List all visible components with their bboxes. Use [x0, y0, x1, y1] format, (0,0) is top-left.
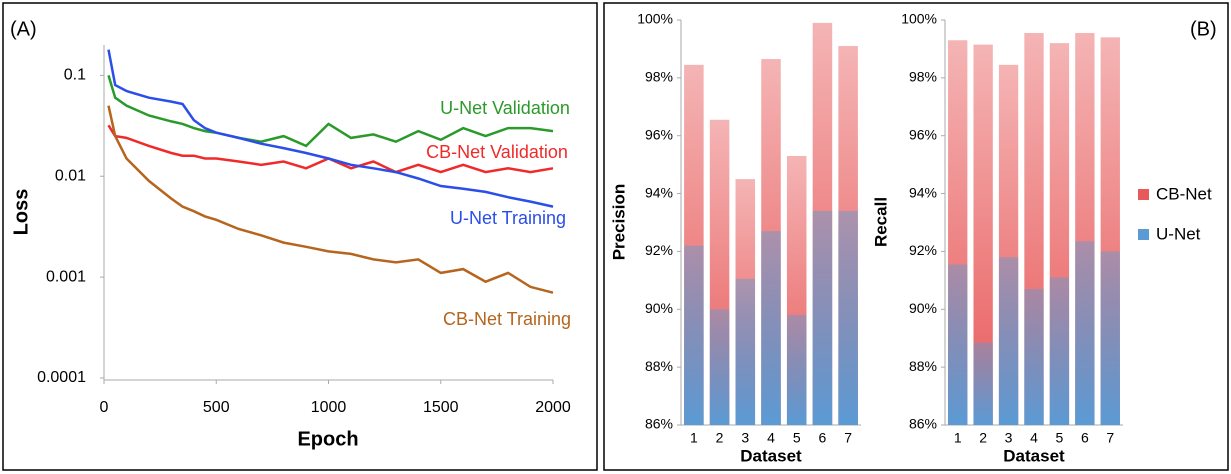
- x-tick-label: 6: [1081, 430, 1089, 446]
- bar: [1075, 241, 1095, 425]
- legend-swatch: [1138, 229, 1149, 240]
- loss-line: [107, 124, 554, 174]
- x-tick-label: 4: [767, 430, 775, 446]
- legend-label: U-Net: [1156, 224, 1201, 243]
- y-tick-label: 98%: [645, 69, 673, 85]
- bar: [948, 264, 968, 425]
- y-tick-label: 88%: [909, 358, 937, 374]
- bar: [786, 315, 807, 425]
- series-label: CB-Net Training: [443, 309, 571, 329]
- x-tick-label: 0: [100, 399, 109, 416]
- series-label: CB-Net Validation: [426, 142, 568, 162]
- panel-label: (A): [10, 18, 37, 40]
- panel-a-frame: [2, 2, 598, 471]
- y-tick-label: 86%: [909, 416, 937, 432]
- x-tick-label: 6: [819, 430, 827, 446]
- loss-line: [107, 75, 554, 148]
- y-axis-title: Loss: [10, 189, 32, 236]
- x-tick-label: 1000: [311, 399, 347, 416]
- bar: [735, 278, 756, 425]
- x-tick-label: 7: [844, 430, 852, 446]
- bar: [973, 44, 993, 425]
- bar: [998, 257, 1019, 425]
- x-tick-label: 500: [203, 399, 230, 416]
- x-tick-label: 1500: [423, 399, 459, 416]
- bar: [838, 210, 858, 425]
- y-tick-label: 100%: [637, 11, 673, 27]
- x-tick-label: 2: [716, 430, 724, 446]
- y-tick-label: 88%: [645, 358, 673, 374]
- y-tick-label: 90%: [645, 300, 673, 316]
- x-tick-label: 7: [1106, 430, 1114, 446]
- x-tick-label: 2: [979, 430, 987, 446]
- x-axis-title: Dataset: [1003, 446, 1065, 465]
- legend-swatch: [1138, 189, 1149, 200]
- bar: [973, 342, 993, 425]
- y-tick-label: 94%: [909, 184, 937, 200]
- bar: [812, 210, 833, 425]
- y-tick-label: 92%: [645, 242, 673, 258]
- series-label: U-Net Validation: [440, 98, 570, 118]
- bar: [761, 231, 781, 425]
- loss-line: [107, 105, 554, 294]
- x-tick-label: 5: [1056, 430, 1064, 446]
- x-tick-label: 2000: [535, 399, 571, 416]
- y-tick-label: 90%: [909, 300, 937, 316]
- y-tick-label: 96%: [909, 126, 937, 142]
- panel-label: (B): [1190, 18, 1217, 40]
- bar: [709, 309, 730, 425]
- y-axis-title: Recall: [871, 197, 890, 247]
- y-tick-label: 0.1: [64, 67, 86, 84]
- panel-b-frame: [603, 2, 1229, 471]
- x-axis-title: Dataset: [740, 446, 802, 465]
- x-tick-label: 3: [1005, 430, 1013, 446]
- y-tick-label: 98%: [909, 69, 937, 85]
- y-axis-title: Precision: [609, 184, 628, 261]
- bar: [1049, 277, 1070, 425]
- loss-line: [107, 49, 554, 208]
- y-tick-label: 92%: [909, 242, 937, 258]
- series-label: U-Net Training: [450, 208, 566, 228]
- x-tick-label: 1: [690, 430, 698, 446]
- y-tick-label: 100%: [901, 11, 937, 27]
- y-tick-label: 94%: [645, 184, 673, 200]
- x-tick-label: 4: [1030, 430, 1038, 446]
- y-tick-label: 96%: [645, 126, 673, 142]
- x-tick-label: 5: [793, 430, 801, 446]
- x-tick-label: 3: [741, 430, 749, 446]
- legend-label: CB-Net: [1156, 184, 1212, 203]
- y-tick-label: 0.01: [55, 167, 86, 184]
- bar: [684, 245, 704, 425]
- y-tick-label: 86%: [645, 416, 673, 432]
- y-tick-label: 0.001: [46, 268, 86, 285]
- x-axis-title: Epoch: [297, 428, 358, 450]
- y-tick-label: 0.0001: [37, 369, 86, 386]
- x-tick-label: 1: [954, 430, 962, 446]
- bar: [1024, 289, 1044, 425]
- bar: [1100, 251, 1120, 425]
